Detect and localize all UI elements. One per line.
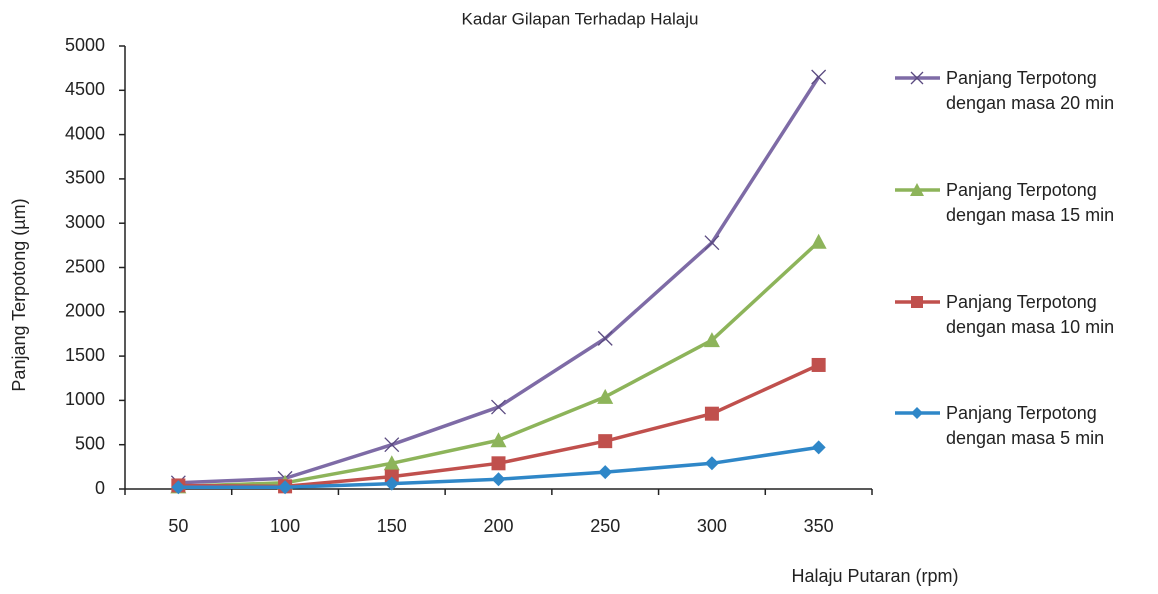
y-tick-label: 3500 [65,168,105,188]
marker [911,296,923,308]
marker [384,437,400,453]
marker [811,357,826,372]
marker [384,476,399,491]
marker [910,183,924,196]
series-line [178,76,821,485]
y-tick-label: 3000 [65,212,105,232]
y-tick-label: 1000 [65,389,105,409]
chart-title: Kadar Gilapan Terhadap Halaju [462,9,699,28]
x-tick-label: 150 [377,516,407,536]
marker [491,472,506,487]
marker [811,69,827,85]
marker [911,407,923,419]
marker [278,480,293,495]
marker [171,480,186,495]
marker [703,332,720,348]
marker [598,465,613,480]
marker [810,233,827,249]
y-axis-label: Panjang Terpotong (µm) [9,198,29,391]
legend-label: Panjang Terpotong dengan masa 20 min [946,68,1115,113]
marker [491,399,506,415]
y-tick-label: 4500 [65,79,105,99]
marker [704,456,719,471]
legend-label: Panjang Terpotong dengan masa 5 min [946,403,1105,448]
x-tick-label: 200 [483,516,513,536]
marker [491,456,506,471]
marker [598,434,613,449]
y-tick-label: 1500 [65,345,105,365]
y-tick-label: 2000 [65,301,105,321]
legend-label: Panjang Terpotong dengan masa 15 min [946,180,1115,225]
marker [383,455,400,471]
marker [384,469,399,484]
marker [597,330,613,346]
x-tick-label: 300 [697,516,727,536]
x-tick-label: 50 [168,516,188,536]
x-tick-label: 350 [804,516,834,536]
y-tick-label: 2500 [65,256,105,276]
x-tick-label: 250 [590,516,620,536]
marker [704,406,719,421]
x-axis-label: Halaju Putaran (rpm) [791,566,958,586]
series-line [178,240,820,489]
x-tick-label: 100 [270,516,300,536]
y-tick-label: 5000 [65,35,105,55]
legend-label: Panjang Terpotong dengan masa 10 min [946,292,1115,337]
y-tick-label: 500 [75,433,105,453]
y-tick-label: 0 [95,478,105,498]
y-tick-label: 4000 [65,123,105,143]
marker [490,432,507,448]
marker [597,388,614,404]
marker [811,440,826,455]
marker [910,71,924,85]
marker [704,235,720,251]
